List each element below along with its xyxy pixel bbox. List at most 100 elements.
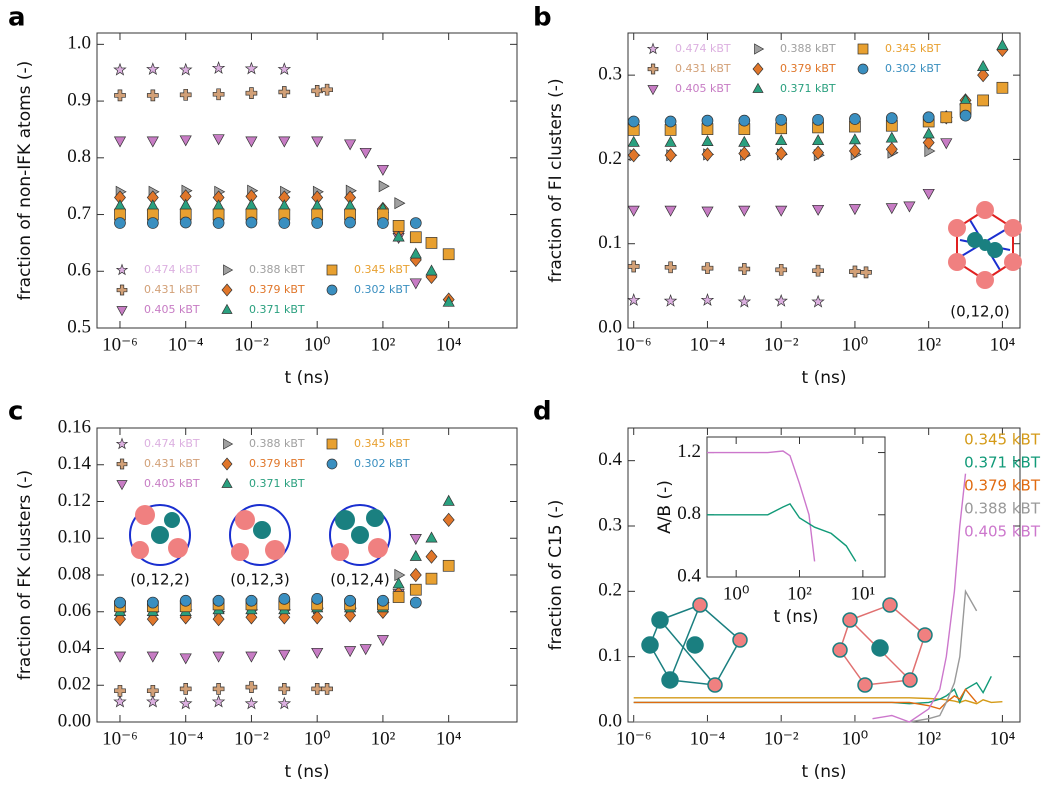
x-axis-label: t (ns) — [285, 368, 330, 388]
marker — [997, 82, 1008, 93]
marker — [312, 218, 323, 229]
marker — [702, 115, 713, 126]
legend-entry: 0.302 kBT — [354, 283, 410, 296]
legend-entry: 0.379 kBT — [249, 283, 305, 296]
legend-entry: 0.405 kBT — [675, 82, 731, 95]
marker — [813, 114, 824, 125]
annotation: (0,12,2) — [130, 571, 189, 589]
marker — [147, 597, 158, 608]
y-tick-label: 0.08 — [58, 563, 91, 584]
marker — [426, 237, 437, 248]
x-tick-label: 10⁻² — [764, 334, 799, 355]
figure: 10⁻⁶10⁻⁴10⁻²10⁰10²10⁴0.50.60.70.80.91.0t… — [0, 0, 1043, 790]
legend-marker — [327, 285, 337, 295]
legend-entry: 0.405 kBT — [964, 523, 1041, 541]
marker — [114, 218, 125, 229]
marker — [377, 218, 388, 229]
annotation: (0,12,3) — [230, 571, 289, 589]
marker — [147, 218, 158, 229]
x-axis-label: t (ns) — [802, 762, 847, 782]
panel: 10⁻⁶10⁻⁴10⁻²10⁰10²10⁴0.000.020.040.060.0… — [8, 397, 517, 783]
y-tick-label: 0.9 — [67, 89, 91, 110]
x-tick-label: 10¹ — [851, 583, 876, 604]
marker — [960, 110, 971, 121]
plot-frame — [628, 33, 1020, 328]
legend-entry: 0.474 kBT — [675, 42, 731, 55]
marker — [628, 116, 639, 127]
y-tick-label: 0.0 — [598, 316, 622, 337]
legend-entry: 0.388 kBT — [964, 500, 1041, 518]
marker — [180, 217, 191, 228]
x-tick-label: 10² — [787, 583, 812, 604]
x-tick-label: 10² — [916, 334, 941, 355]
marker — [410, 597, 421, 608]
legend-entry: 0.388 kBT — [780, 42, 836, 55]
marker — [776, 114, 787, 125]
y-tick-label: 0.5 — [67, 316, 91, 337]
x-tick-label: 10⁻⁶ — [102, 334, 138, 355]
marker — [393, 592, 404, 603]
x-tick-label: 10⁻⁴ — [168, 334, 204, 355]
marker — [443, 560, 454, 571]
x-tick-label: 10⁻⁶ — [102, 728, 138, 749]
panel-label: b — [533, 3, 552, 33]
x-tick-label: 10⁴ — [990, 728, 1016, 749]
marker — [410, 232, 421, 243]
legend-entry: 0.388 kBT — [249, 437, 305, 450]
marker — [279, 218, 290, 229]
legend-entry: 0.371 kBT — [249, 303, 305, 316]
legend-entry: 0.388 kBT — [249, 263, 305, 276]
legend-entry: 0.302 kBT — [885, 62, 941, 75]
y-tick-label: 0.4 — [677, 565, 701, 586]
marker — [312, 593, 323, 604]
marker — [849, 113, 860, 124]
annotation: (0,12,4) — [330, 571, 389, 589]
panel: 10⁻⁶10⁻⁴10⁻²10⁰10²10⁴0.50.60.70.80.91.0t… — [8, 3, 517, 389]
legend-marker — [327, 439, 337, 449]
y-tick-label: 0.3 — [598, 514, 622, 535]
legend-marker — [858, 64, 868, 74]
marker — [393, 220, 404, 231]
x-tick-label: 10⁻² — [234, 728, 269, 749]
x-axis-label: t (ns) — [285, 762, 330, 782]
legend-entry: 0.345 kBT — [964, 431, 1041, 449]
legend-entry: 0.371 kBT — [964, 454, 1041, 472]
y-tick-label: 0.8 — [677, 503, 701, 524]
x-tick-label: 10⁻⁴ — [690, 334, 726, 355]
plot-frame — [707, 437, 885, 577]
y-axis-label: A/B (-) — [655, 480, 675, 534]
y-axis-label: fraction of FI clusters (-) — [546, 78, 566, 282]
marker — [180, 595, 191, 606]
legend-entry: 0.379 kBT — [964, 477, 1041, 495]
x-tick-label: 10⁻⁴ — [690, 728, 726, 749]
legend-entry: 0.302 kBT — [354, 457, 410, 470]
legend-entry: 0.345 kBT — [354, 263, 410, 276]
x-axis-label: t (ns) — [802, 368, 847, 388]
x-axis-label: t (ns) — [774, 607, 819, 627]
panel-label: d — [533, 397, 552, 427]
x-tick-label: 10⁴ — [436, 728, 462, 749]
legend-entry: 0.474 kBT — [144, 263, 200, 276]
marker — [213, 218, 224, 229]
x-tick-label: 10⁰ — [304, 334, 331, 355]
legend-entry: 0.405 kBT — [144, 303, 200, 316]
marker — [410, 218, 421, 229]
y-tick-label: 0.04 — [58, 637, 92, 658]
legend-entry: 0.371 kBT — [249, 477, 305, 490]
y-tick-label: 0.1 — [598, 645, 622, 666]
legend-entry: 0.474 kBT — [144, 437, 200, 450]
marker — [739, 115, 750, 126]
x-tick-label: 10⁰ — [842, 334, 869, 355]
marker — [923, 112, 934, 123]
legend-entry: 0.345 kBT — [885, 42, 941, 55]
y-tick-label: 0.02 — [58, 674, 91, 695]
legend-entry: 0.431 kBT — [675, 62, 731, 75]
y-tick-label: 0.4 — [598, 449, 622, 470]
legend-entry: 0.379 kBT — [249, 457, 305, 470]
legend-entry: 0.431 kBT — [144, 457, 200, 470]
x-tick-label: 10⁻² — [764, 728, 799, 749]
y-tick-label: 0.14 — [58, 453, 92, 474]
y-tick-label: 0.7 — [67, 203, 91, 224]
legend-entry: 0.405 kBT — [144, 477, 200, 490]
x-tick-label: 10² — [371, 728, 396, 749]
